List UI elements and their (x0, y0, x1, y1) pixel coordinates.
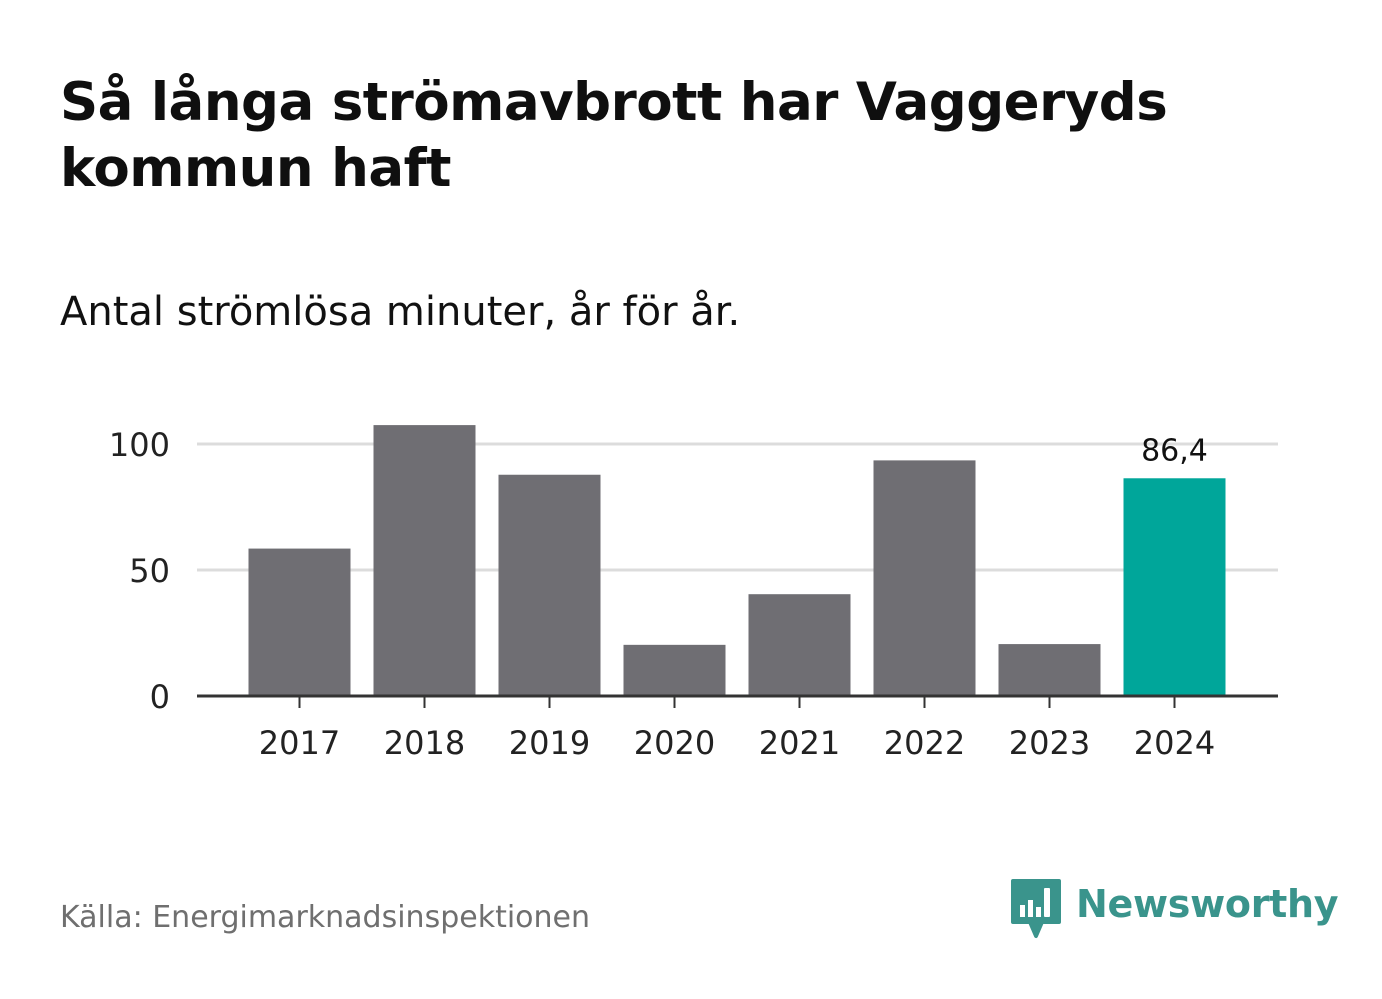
y-tick-label: 50 (129, 552, 170, 590)
data-label: 86,4 (1141, 433, 1208, 468)
x-tick-label: 2018 (384, 724, 465, 762)
brand-logo[interactable]: Newsworthy (1010, 878, 1339, 942)
bar (748, 594, 851, 696)
bar (373, 425, 476, 696)
chart-title: Så långa strömavbrott har Vaggeryds komm… (60, 72, 1168, 199)
bar (1123, 478, 1226, 696)
source-note: Källa: Energimarknadsinspektionen (60, 900, 591, 935)
x-tick-label: 2017 (259, 724, 340, 762)
bar-chart: 0 50 100 2017 2018 2019 2020 2021 2022 2023 2024 86… (109, 425, 1278, 762)
bar (873, 460, 976, 696)
grid-layer (197, 442, 1278, 572)
bar (998, 644, 1101, 696)
axis-layer (197, 694, 1278, 708)
label-layer: 0 50 100 2017 2018 2019 2020 2021 2022 2023 2024 86… (109, 426, 1215, 762)
x-tick-label: 2021 (759, 724, 840, 762)
brand-name: Newsworthy (1076, 882, 1339, 926)
x-tick-label: 2020 (634, 724, 715, 762)
bar (623, 644, 726, 696)
x-tick-label: 2019 (509, 724, 590, 762)
bar (498, 474, 601, 696)
bar-layer (248, 425, 1226, 696)
bar (248, 548, 351, 696)
y-tick-label: 100 (109, 426, 170, 464)
x-tick-label: 2022 (884, 724, 965, 762)
chart-subtitle: Antal strömlösa minuter, år för år. (60, 289, 741, 335)
x-tick-label: 2024 (1134, 724, 1215, 762)
newsworthy-logo-icon (1011, 879, 1061, 938)
y-tick-label: 0 (150, 678, 170, 716)
x-tick-label: 2023 (1009, 724, 1090, 762)
